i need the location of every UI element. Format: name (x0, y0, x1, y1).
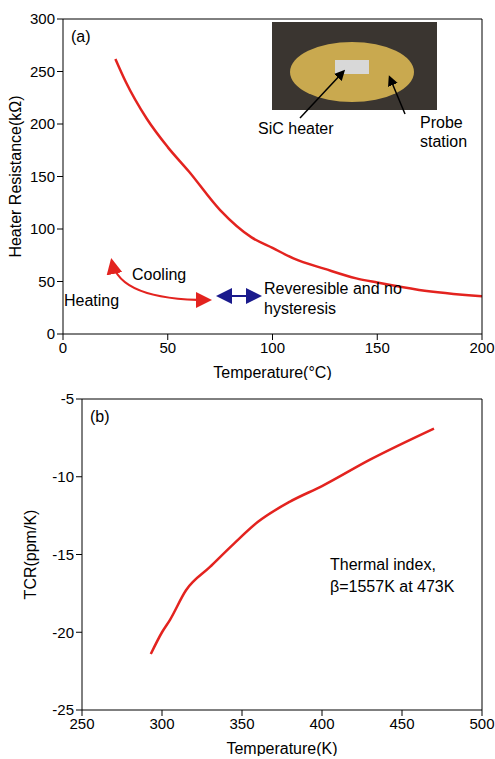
svg-text:350: 350 (229, 715, 254, 732)
svg-text:50: 50 (38, 273, 55, 290)
svg-text:-20: -20 (52, 624, 74, 641)
svg-text:Heating: Heating (64, 292, 119, 309)
svg-text:-15: -15 (52, 546, 74, 563)
svg-text:500: 500 (469, 715, 494, 732)
svg-text:300: 300 (30, 10, 55, 27)
svg-text:100: 100 (30, 220, 55, 237)
svg-text:-10: -10 (52, 468, 74, 485)
svg-text:200: 200 (469, 339, 494, 356)
svg-text:100: 100 (260, 339, 285, 356)
svg-text:200: 200 (30, 115, 55, 132)
svg-text:Heater Resistance(kΩ): Heater Resistance(kΩ) (7, 95, 24, 257)
svg-text:Thermal index,: Thermal index, (330, 556, 436, 573)
svg-text:SiC heater: SiC heater (258, 120, 334, 137)
svg-text:0: 0 (47, 325, 55, 342)
svg-text:Reveresible and no: Reveresible and no (264, 280, 402, 297)
svg-text:-5: -5 (61, 390, 74, 407)
svg-text:Temperature(°C): Temperature(°C) (213, 364, 331, 380)
svg-text:250: 250 (69, 714, 95, 732)
svg-text:(b): (b) (90, 408, 110, 425)
svg-text:β=1557K at 473K: β=1557K at 473K (330, 578, 455, 595)
svg-text:station: station (420, 133, 467, 150)
svg-text:0: 0 (59, 339, 67, 356)
svg-text:300: 300 (149, 715, 174, 732)
svg-text:150: 150 (365, 339, 390, 356)
svg-text:Cooling: Cooling (132, 266, 186, 283)
svg-text:hysteresis: hysteresis (264, 300, 336, 317)
svg-text:Probe: Probe (420, 114, 463, 131)
svg-text:250: 250 (30, 63, 55, 80)
svg-text:-25: -25 (52, 701, 74, 718)
svg-text:400: 400 (309, 715, 334, 732)
svg-text:150: 150 (30, 168, 55, 185)
svg-text:(a): (a) (71, 28, 91, 45)
svg-text:TCR(ppm/K): TCR(ppm/K) (22, 510, 39, 600)
svg-text:50: 50 (159, 339, 176, 356)
svg-text:450: 450 (389, 715, 414, 732)
svg-text:Temperature(K): Temperature(K) (226, 740, 337, 756)
